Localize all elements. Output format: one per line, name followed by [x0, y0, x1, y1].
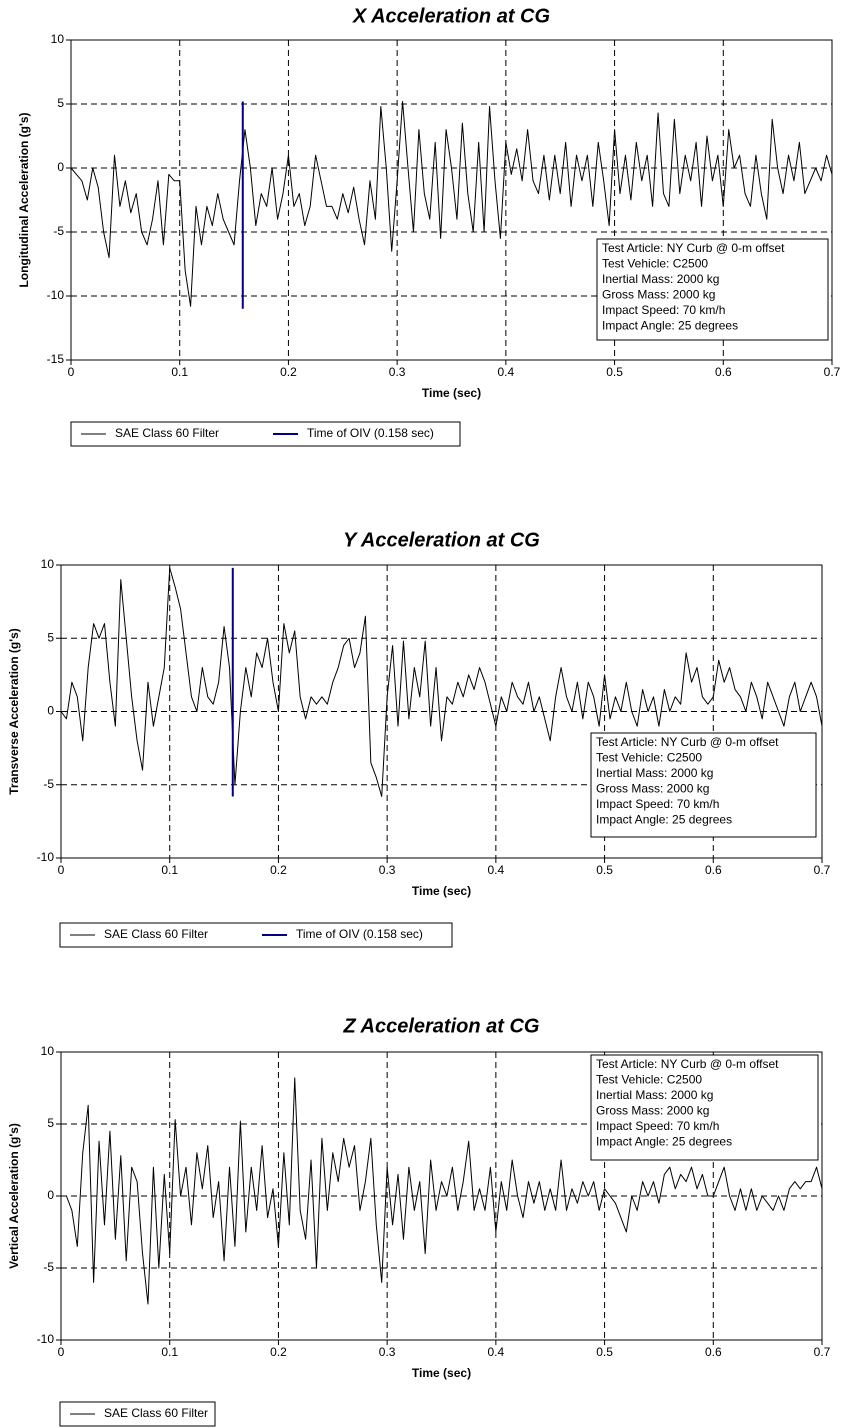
annotation-box: [590, 1054, 819, 1161]
x-tick-label: 0: [68, 365, 75, 379]
annotation-text: Inertial Mass: 2000 kg: [596, 766, 713, 780]
y-tick-label: 5: [47, 1116, 54, 1130]
x-tick-label: 0.3: [379, 863, 396, 877]
legend-label: Time of OIV (0.158 sec): [296, 927, 423, 941]
x-tick-label: 0.7: [824, 365, 841, 379]
annotation-text: Test Vehicle: C2500: [596, 1073, 702, 1087]
y-tick-label: -10: [37, 1332, 55, 1346]
x-tick-label: 0.5: [596, 863, 613, 877]
plot-frame: [70, 39, 833, 361]
y-axis-label: Transverse Acceleration (g's): [7, 628, 21, 794]
legend-box: [70, 421, 461, 447]
y-tick-label: 5: [57, 96, 64, 110]
y-tick-label: 10: [41, 557, 55, 571]
y-tick-label: -10: [37, 850, 55, 864]
x-tick-label: 0.1: [161, 1345, 178, 1359]
x-tick-label: 0.4: [498, 365, 515, 379]
y-tick-label: -5: [43, 777, 54, 791]
y-tick-label: 0: [47, 704, 54, 718]
chart-title: Z Acceleration at CG: [343, 1015, 540, 1037]
x-tick-label: 0: [58, 863, 65, 877]
annotation-text: Test Article: NY Curb @ 0-m offset: [602, 241, 785, 255]
annotation-text: Impact Speed: 70 km/h: [602, 303, 725, 317]
legend-label: SAE Class 60 Filter: [104, 927, 208, 941]
y-tick-label: 5: [47, 630, 54, 644]
y-tick-label: -5: [53, 224, 64, 238]
x-tick-label: 0.3: [389, 365, 406, 379]
annotation-text: Test Vehicle: C2500: [602, 257, 708, 271]
annotation-text: Test Article: NY Curb @ 0-m offset: [596, 735, 779, 749]
y-tick-label: -15: [47, 352, 65, 366]
data-line: [61, 1077, 823, 1305]
chart: Y Acceleration at CG 0 0.1 0.2 0.3 0.4 0.5 0.6 0…: [7, 529, 831, 948]
x-tick-label: 0.5: [606, 365, 623, 379]
data-line: [70, 100, 833, 307]
x-tick-label: 0.6: [715, 365, 732, 379]
annotation-text: Impact Speed: 70 km/h: [596, 1119, 719, 1133]
x-tick-label: 0.3: [379, 1345, 396, 1359]
data-line: [60, 567, 823, 797]
annotation-box: [590, 732, 817, 838]
x-axis-label: Time (sec): [412, 1366, 471, 1380]
y-tick-label: -10: [47, 288, 65, 302]
y-tick-label: 10: [51, 32, 65, 46]
annotation-text: Gross Mass: 2000 kg: [602, 288, 715, 302]
x-tick-label: 0.4: [488, 1345, 505, 1359]
annotation-text: Gross Mass: 2000 kg: [596, 1104, 709, 1118]
x-tick-label: 0.2: [280, 365, 297, 379]
y-tick-label: 0: [57, 160, 64, 174]
x-tick-label: 0.7: [814, 1345, 831, 1359]
x-tick-label: 0.1: [161, 863, 178, 877]
x-tick-label: 0: [58, 1345, 65, 1359]
x-tick-label: 0.7: [814, 863, 831, 877]
x-tick-label: 0.1: [171, 365, 188, 379]
chart: X Acceleration at CG 0 0.1 0.2 0.3 0.4 0.5 0.6 0…: [17, 5, 841, 447]
legend-label: SAE Class 60 Filter: [104, 1406, 208, 1420]
annotation-text: Impact Angle: 25 degrees: [596, 1135, 732, 1149]
annotation-text: Test Vehicle: C2500: [596, 751, 702, 765]
y-tick-label: -5: [43, 1260, 54, 1274]
x-tick-label: 0.2: [270, 863, 287, 877]
y-tick-label: 0: [47, 1188, 54, 1202]
annotation-text: Inertial Mass: 2000 kg: [596, 1088, 713, 1102]
x-tick-label: 0.6: [705, 863, 722, 877]
chart-title: X Acceleration at CG: [352, 5, 550, 27]
chart-title: Y Acceleration at CG: [343, 529, 540, 551]
annotation-text: Impact Speed: 70 km/h: [596, 797, 719, 811]
y-axis-label: Longitudinal Acceleration (g's): [17, 112, 31, 287]
x-tick-label: 0.6: [705, 1345, 722, 1359]
x-tick-label: 0.4: [488, 863, 505, 877]
annotation-box: [596, 238, 829, 341]
annotation-text: Test Article: NY Curb @ 0-m offset: [596, 1057, 779, 1071]
annotation-text: Gross Mass: 2000 kg: [596, 782, 709, 796]
legend-box: [59, 922, 453, 948]
legend-label: Time of OIV (0.158 sec): [307, 426, 434, 440]
x-tick-label: 0.5: [596, 1345, 613, 1359]
x-axis-label: Time (sec): [422, 386, 481, 400]
chart: Z Acceleration at CG 0 0.1 0.2 0.3 0.4 0.5 0.6 0…: [7, 1015, 831, 1427]
y-axis-label: Vertical Acceleration (g's): [7, 1123, 21, 1269]
x-axis-label: Time (sec): [412, 884, 471, 898]
annotation-text: Impact Angle: 25 degrees: [602, 319, 738, 333]
annotation-text: Impact Angle: 25 degrees: [596, 813, 732, 827]
annotation-text: Inertial Mass: 2000 kg: [602, 272, 719, 286]
x-tick-label: 0.2: [270, 1345, 287, 1359]
legend-label: SAE Class 60 Filter: [115, 426, 219, 440]
y-tick-label: 10: [41, 1044, 55, 1058]
